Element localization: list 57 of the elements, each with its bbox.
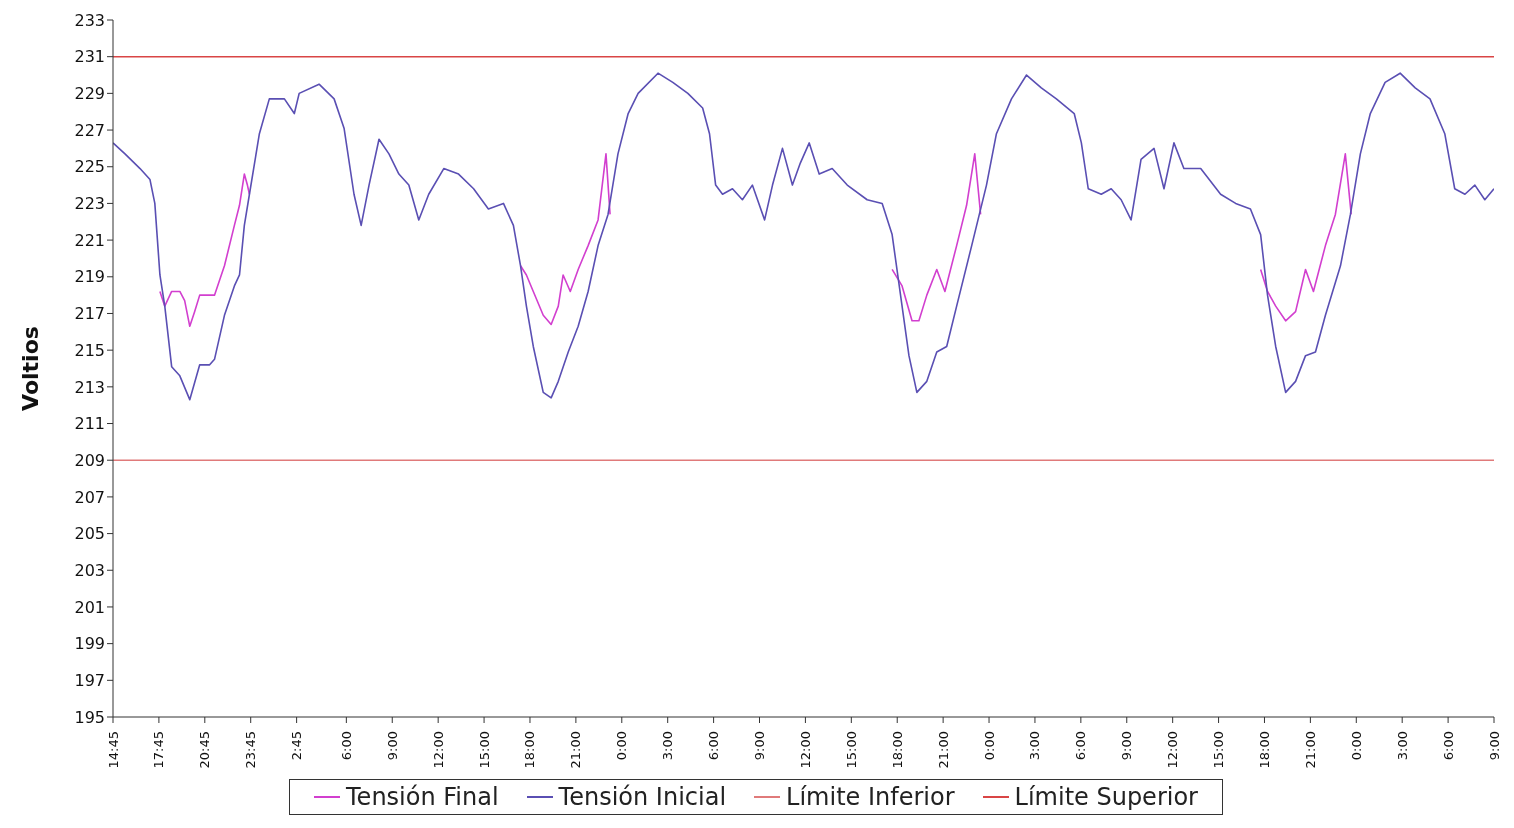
- y-tick-label: 217: [74, 304, 105, 324]
- x-tick-label: 3:00: [660, 731, 676, 761]
- x-tick-label: 3:00: [1394, 731, 1410, 761]
- y-tick-label: 203: [74, 560, 105, 580]
- x-tick-label: 17:45: [151, 731, 167, 769]
- x-tick-label: 0:00: [614, 731, 630, 761]
- x-tick-label: 12:00: [1165, 731, 1181, 769]
- y-tick-label: 205: [74, 524, 105, 544]
- legend-label: Tensión Inicial: [558, 783, 727, 811]
- x-tick-label: 21:00: [568, 731, 584, 769]
- x-tick-label: 6:00: [706, 731, 722, 761]
- x-tick-label: 9:00: [1486, 731, 1502, 761]
- x-tick-label: 18:00: [889, 731, 905, 769]
- y-tick-label: 231: [74, 47, 105, 67]
- x-tick-label: 18:00: [1256, 731, 1272, 769]
- y-tick-label: 227: [74, 120, 105, 140]
- x-tick-label: 12:00: [797, 731, 813, 769]
- y-tick-label: 213: [74, 377, 105, 397]
- y-tick-label: 207: [74, 487, 105, 507]
- x-tick-label: 15:00: [843, 731, 859, 769]
- x-tick-label: 15:00: [476, 731, 492, 769]
- x-tick-label: 12:00: [430, 731, 446, 769]
- y-tick-label: 225: [74, 157, 105, 177]
- y-tick-label: 215: [74, 340, 105, 360]
- x-tick-label: 9:00: [752, 731, 768, 761]
- x-tick-label: 9:00: [1119, 731, 1135, 761]
- y-tick-label: 219: [74, 267, 105, 287]
- x-tick-label: 0:00: [981, 731, 997, 761]
- x-tick-label: 6:00: [1073, 731, 1089, 761]
- x-tick-label: 3:00: [1027, 731, 1043, 761]
- x-tick-label: 2:45: [289, 731, 305, 761]
- y-tick-label: 229: [74, 84, 105, 104]
- y-tick-label: 195: [74, 707, 105, 727]
- legend-label: Límite Inferior: [786, 783, 955, 811]
- y-tick-label: 201: [74, 597, 105, 617]
- x-tick-label: 18:00: [522, 731, 538, 769]
- line-series: [113, 72, 1494, 401]
- y-tick-label: 197: [74, 671, 105, 690]
- x-tick-label: 6:00: [1440, 731, 1456, 761]
- y-tick-label: 199: [74, 634, 105, 654]
- legend-label: Tensión Final: [346, 783, 499, 811]
- x-tick-label: 21:00: [935, 731, 951, 769]
- y-axis-title: Voltios: [17, 326, 43, 411]
- x-tick-label: 23:45: [243, 731, 259, 769]
- x-tick-label: 14:45: [105, 731, 121, 769]
- x-tick-label: 0:00: [1348, 731, 1364, 761]
- y-tick-label: 233: [74, 10, 105, 30]
- y-tick-label: 211: [74, 414, 105, 434]
- x-tick-label: 21:00: [1302, 731, 1318, 769]
- x-tick-label: 15:00: [1211, 731, 1227, 769]
- y-tick-label: 223: [74, 194, 105, 214]
- y-tick-label: 209: [74, 450, 105, 470]
- x-tick-label: 20:45: [197, 731, 213, 769]
- x-tick-label: 9:00: [384, 731, 400, 761]
- legend-label: Límite Superior: [1014, 783, 1198, 811]
- x-tick-label: 6:00: [338, 731, 354, 761]
- y-tick-label: 221: [74, 230, 105, 250]
